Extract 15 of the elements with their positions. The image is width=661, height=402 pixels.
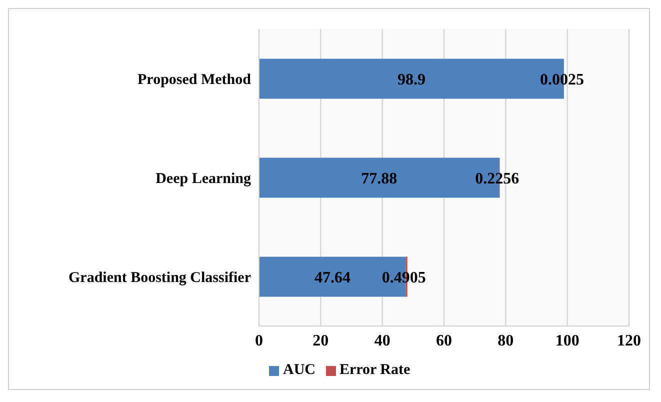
x-tick-label: 80 — [498, 332, 514, 350]
data-label: 77.88 — [361, 170, 398, 188]
x-tick-label: 100 — [555, 332, 580, 350]
y-tick-label: Deep Learning — [156, 170, 252, 187]
y-tick-label: Gradient Boosting Classifier — [68, 270, 252, 286]
x-tick-label: 0 — [255, 332, 263, 350]
x-tick-label: 60 — [436, 332, 452, 350]
x-tick-label: 40 — [374, 332, 390, 350]
x-tick-label: 20 — [312, 332, 329, 350]
data-label: 98.9 — [397, 71, 426, 88]
legend-label: AUC — [283, 362, 316, 378]
data-label: 47.64 — [314, 269, 350, 286]
legend-label: Error Rate — [340, 362, 410, 378]
x-tick-label: 120 — [617, 332, 641, 350]
y-tick-label: Proposed Method — [138, 72, 252, 88]
